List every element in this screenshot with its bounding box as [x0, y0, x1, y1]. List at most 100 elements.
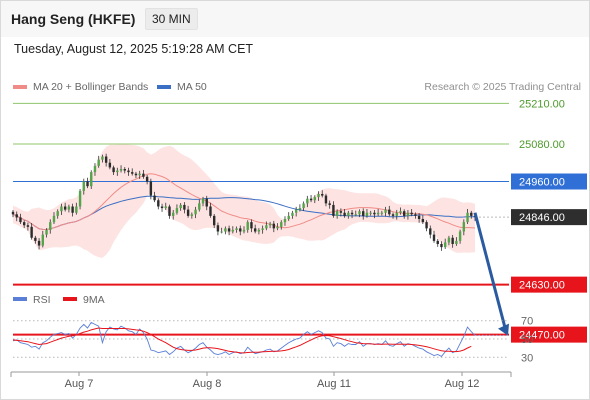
legend-label-ma50: MA 50 [177, 81, 207, 93]
candle-body [179, 204, 182, 209]
forecast-arrow-shaft [473, 212, 507, 329]
candle-body [283, 219, 287, 223]
candle-body [49, 222, 52, 230]
forecast-arrow-head [498, 323, 509, 336]
candle-body [186, 209, 190, 216]
chart-datetime: Tuesday, August 12, 2025 5:19:28 AM CET [14, 42, 254, 56]
candle-body [227, 228, 231, 232]
candle-body [470, 212, 473, 216]
candle-body [160, 206, 164, 209]
candle-body [90, 172, 93, 187]
candle-body [149, 181, 153, 196]
x-tick-label-1: Aug 8 [193, 378, 222, 390]
interval-badge[interactable]: 30 MIN [145, 8, 198, 30]
candle-body [257, 229, 261, 232]
candle-body [224, 228, 227, 232]
candle-body [421, 219, 425, 223]
candle-body [436, 240, 439, 244]
rsi-legend-label: RSI [33, 294, 51, 306]
candle-body [335, 211, 339, 216]
candle-body [116, 170, 119, 173]
candle-body [250, 222, 253, 229]
candle-body [19, 217, 22, 223]
candle-body [119, 169, 123, 171]
ma50-swatch [157, 85, 171, 89]
candle-body [388, 209, 391, 215]
last-price-label: 24846.00 [519, 212, 565, 224]
candle-body [462, 222, 466, 232]
candle-body [376, 212, 380, 215]
legend-label-ma20: MA 20 + Bollinger Bands [33, 81, 149, 93]
candle-body [123, 169, 126, 171]
candle-body [56, 211, 59, 216]
candle-body [183, 204, 186, 210]
ma20-swatch [13, 85, 27, 89]
candle-body [373, 212, 376, 215]
candle-body [339, 211, 343, 213]
candle-body [201, 198, 205, 204]
candle-body [253, 228, 257, 232]
x-tick-label-2: Aug 11 [317, 378, 351, 390]
level-tag-5 [511, 326, 587, 343]
candle-body [235, 228, 238, 230]
candle-body [145, 176, 149, 182]
candle-body [45, 229, 48, 235]
candle-body [26, 225, 30, 227]
candle-body [63, 206, 67, 210]
candle-body [71, 206, 74, 213]
candle-body [451, 237, 454, 244]
candle-body [399, 211, 402, 213]
candle-body [78, 190, 82, 207]
candle-body [272, 223, 276, 229]
candle-body [321, 194, 324, 196]
candle-body [414, 214, 417, 216]
candle-body [52, 215, 56, 223]
level-label-2: 24960.00 [519, 177, 565, 189]
candle-body [108, 162, 112, 168]
candle-body [406, 212, 410, 216]
legend-ma50: MA 50 [157, 81, 207, 93]
ma20-line [12, 173, 476, 231]
candle-body [138, 173, 141, 176]
candle-body [168, 206, 171, 216]
candle-body [209, 206, 212, 216]
candle-body [131, 172, 134, 174]
candle-body [309, 198, 313, 201]
x-tick-label-0: Aug 7 [65, 378, 94, 390]
candle-body [362, 211, 365, 216]
candle-body [190, 214, 194, 216]
candle-body [302, 203, 305, 209]
candle-body [384, 209, 387, 213]
candle-body [75, 206, 78, 213]
candle-body [354, 214, 357, 216]
candle-body [216, 225, 220, 232]
candle-body [242, 229, 246, 232]
candle-body [440, 244, 443, 248]
candle-body [246, 222, 249, 230]
candle-body [194, 209, 197, 215]
candle-body [261, 228, 264, 230]
candle-body [358, 211, 361, 215]
candle-body [410, 212, 413, 215]
candle-body [380, 212, 384, 214]
candle-body [205, 198, 208, 207]
candle-body [60, 206, 63, 212]
candle-body [265, 225, 268, 229]
level-label-5: 24470.00 [519, 330, 565, 342]
candle-body [458, 231, 462, 241]
candle-body [313, 197, 316, 201]
candle-body [104, 156, 108, 163]
candle-body [37, 240, 41, 246]
level-label-4: 24630.00 [519, 280, 565, 292]
candle-body [30, 226, 33, 238]
candle-body [220, 231, 223, 233]
candle-body [127, 170, 130, 173]
candle-body [41, 234, 45, 246]
last-price-tag [511, 209, 587, 226]
candle-body [343, 212, 346, 216]
rsi-ma-line [12, 327, 472, 354]
legend-ma20-bollinger: MA 20 + Bollinger Bands [13, 81, 148, 93]
candle-body [93, 165, 97, 173]
candle-body [324, 195, 328, 204]
